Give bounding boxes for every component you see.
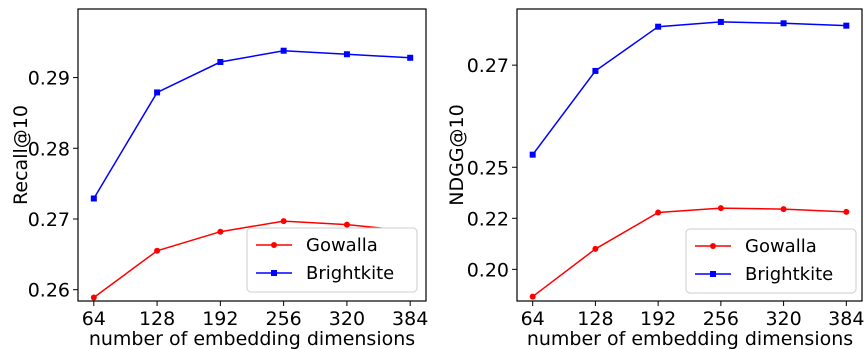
y-tick-label: 0.27 [467, 55, 509, 77]
data-point-brightkite [780, 20, 787, 27]
data-point-brightkite [717, 18, 724, 25]
data-point-gowalla [343, 221, 350, 228]
legend: Gowalla Brightkite [685, 228, 857, 294]
data-point-gowalla [529, 293, 536, 300]
data-point-brightkite [217, 59, 224, 66]
x-tick-label: 64 [82, 308, 106, 330]
legend: Gowalla Brightkite [246, 227, 418, 293]
data-point-brightkite [154, 89, 161, 96]
data-point-brightkite [655, 23, 662, 30]
legend-label-gowalla: Gowalla [745, 236, 817, 257]
x-tick-label: 320 [765, 308, 801, 330]
series-line-brightkite [532, 21, 847, 156]
y-tick-label: 0.28 [28, 138, 70, 160]
legend-marker-gowalla [271, 242, 277, 248]
x-tick-label: 192 [202, 308, 238, 330]
legend-marker-gowalla [710, 243, 716, 249]
y-tick-label: 0.20 [467, 259, 509, 281]
series-line-brightkite [93, 49, 411, 199]
series-line-gowalla [532, 207, 847, 298]
data-point-brightkite [90, 195, 97, 202]
data-point-brightkite [529, 151, 536, 158]
y-tick-label: 0.27 [28, 209, 70, 231]
legend-label-brightkite: Brightkite [306, 263, 394, 284]
legend-label-brightkite: Brightkite [745, 264, 833, 285]
data-point-gowalla [592, 245, 599, 252]
ndcg-chart-panel: 0.20 0.22 0.25 0.27 64 128 192 256 320 384 numbe… [446, 8, 864, 349]
y-tick-label: 0.25 [467, 157, 509, 179]
data-point-brightkite [280, 47, 287, 54]
x-tick-label: 64 [521, 308, 545, 330]
legend-box [685, 228, 857, 294]
data-point-gowalla [843, 208, 850, 215]
x-tick-label: 384 [392, 308, 428, 330]
y-axis-label: NDGG@10 [446, 104, 468, 205]
data-point-gowalla [280, 218, 287, 225]
x-tick-label: 256 [703, 308, 739, 330]
x-tick-label: 320 [329, 308, 365, 330]
data-point-brightkite [592, 67, 599, 74]
data-point-gowalla [717, 205, 724, 212]
x-axis-label: number of embedding dimensions [527, 328, 853, 349]
x-tick-label: 256 [266, 308, 302, 330]
data-point-brightkite [407, 54, 414, 61]
recall-chart-panel: 0.26 0.27 0.28 0.29 64 128 192 256 320 384 numbe… [10, 8, 428, 349]
data-point-brightkite [343, 51, 350, 58]
data-point-gowalla [90, 294, 97, 301]
x-tick-label: 192 [640, 308, 676, 330]
data-point-gowalla [154, 247, 161, 254]
x-tick-label: 128 [577, 308, 613, 330]
series-line-gowalla [93, 220, 411, 299]
plot-frame [77, 8, 427, 302]
x-tick-label: 384 [828, 308, 864, 330]
data-point-gowalla [217, 228, 224, 235]
x-tick-label: 128 [139, 308, 175, 330]
data-point-gowalla [780, 206, 787, 213]
y-tick-label: 0.22 [467, 208, 509, 230]
y-tick-label: 0.29 [28, 68, 70, 90]
data-point-gowalla [655, 209, 662, 216]
legend-box [246, 227, 418, 293]
y-tick-label: 0.26 [28, 280, 70, 302]
data-point-brightkite [843, 22, 850, 29]
legend-label-gowalla: Gowalla [306, 235, 378, 256]
x-axis-label: number of embedding dimensions [89, 328, 415, 349]
legend-marker-brightkite [710, 271, 716, 277]
legend-marker-brightkite [271, 270, 277, 276]
y-axis-label: Recall@10 [10, 105, 32, 205]
plot-frame [516, 8, 863, 302]
